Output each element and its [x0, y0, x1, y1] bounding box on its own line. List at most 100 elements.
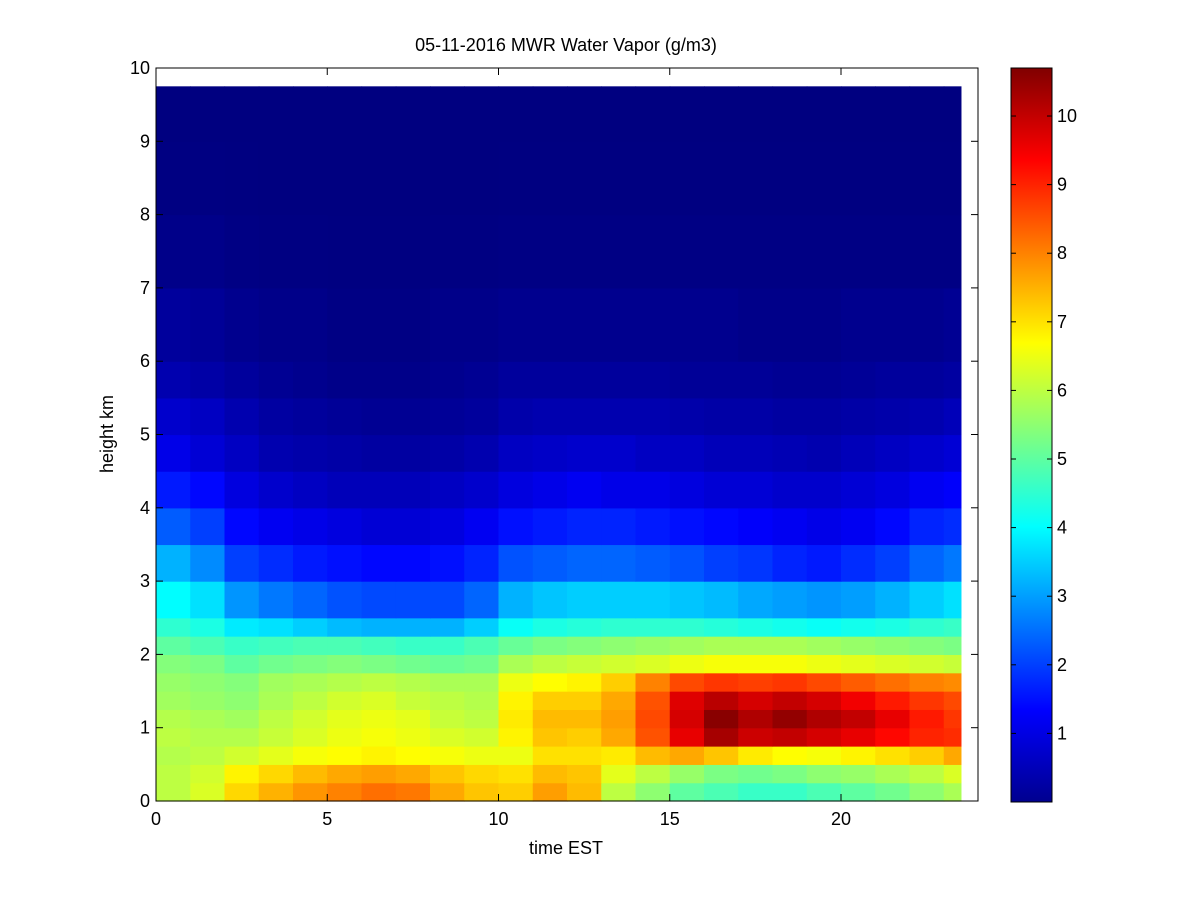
heatmap-cell	[738, 361, 774, 399]
heatmap-cell	[430, 361, 465, 399]
heatmap-cell	[704, 141, 739, 216]
heatmap-cell	[635, 654, 671, 674]
heatmap-cell	[224, 764, 260, 784]
heatmap-cell	[738, 507, 774, 546]
heatmap-cell	[327, 507, 363, 546]
heatmap-cell	[772, 507, 808, 546]
heatmap-cell	[532, 581, 568, 619]
heatmap-cell	[430, 782, 465, 802]
heatmap-cell	[875, 434, 911, 472]
heatmap-cell	[532, 764, 568, 784]
heatmap-cell	[361, 544, 397, 582]
y-tick-label: 5	[140, 425, 150, 445]
heatmap-cell	[567, 86, 602, 142]
heatmap-cell	[635, 141, 671, 216]
heatmap-cell	[601, 691, 637, 710]
heatmap-cell	[532, 672, 568, 692]
heatmap-cell	[601, 727, 637, 747]
colorbar-tick-label: 6	[1057, 380, 1067, 400]
heatmap-cell	[293, 544, 328, 582]
heatmap-cell	[293, 636, 328, 655]
heatmap-cell	[464, 581, 500, 619]
heatmap-cell	[156, 361, 191, 399]
heatmap-cell	[498, 672, 534, 692]
heatmap-cell	[601, 507, 637, 546]
heatmap-cell	[601, 636, 637, 655]
heatmap-cell	[875, 764, 911, 784]
heatmap-cell	[190, 141, 226, 216]
heatmap-cell	[909, 709, 945, 729]
heatmap-cell	[635, 709, 671, 729]
heatmap-cell	[669, 581, 705, 619]
heatmap-cell	[601, 361, 637, 399]
heatmap-cell	[909, 214, 945, 289]
heatmap-cell	[704, 214, 739, 289]
heatmap-cell	[258, 544, 294, 582]
heatmap-cell	[567, 397, 602, 436]
heatmap-cell	[841, 691, 876, 710]
heatmap-cell	[875, 214, 911, 289]
heatmap-cell	[635, 581, 671, 619]
heatmap-cell	[498, 86, 534, 142]
plot-area: 0 5 10 15 20 0 1 2 3 4 5 6 7 8 9 10	[130, 58, 979, 829]
heatmap-cell	[772, 709, 808, 729]
heatmap-cell	[498, 581, 534, 619]
heatmap-cell	[635, 617, 671, 637]
heatmap-cell	[772, 654, 808, 674]
heatmap-cell	[190, 617, 226, 637]
heatmap-cell	[395, 361, 431, 399]
heatmap-cell	[395, 764, 431, 784]
heatmap-cell	[669, 617, 705, 637]
heatmap-cell	[395, 397, 431, 436]
heatmap-cell	[498, 691, 534, 710]
heatmap-cell	[498, 709, 534, 729]
heatmap-cell	[327, 709, 363, 729]
heatmap-cell	[841, 507, 876, 546]
heatmap-cell	[156, 727, 191, 747]
heatmap-cell	[327, 764, 363, 784]
heatmap-cell	[224, 361, 260, 399]
heatmap-cell	[704, 691, 739, 710]
heatmap-cell	[361, 214, 397, 289]
heatmap-cell	[156, 782, 191, 802]
heatmap-cell	[806, 471, 842, 509]
x-axis-ticks: 0 5 10 15 20	[151, 68, 851, 829]
heatmap-cell	[704, 727, 739, 747]
heatmap-cells	[156, 86, 962, 802]
heatmap-cell	[704, 544, 739, 582]
heatmap-cell	[156, 691, 191, 710]
heatmap-cell	[806, 141, 842, 216]
heatmap-cell	[601, 141, 637, 216]
heatmap-cell	[293, 672, 328, 692]
heatmap-cell	[806, 287, 842, 362]
heatmap-cell	[806, 782, 842, 802]
heatmap-cell	[635, 471, 671, 509]
heatmap-cell	[909, 141, 945, 216]
heatmap-cell	[669, 471, 705, 509]
heatmap-cell	[156, 507, 191, 546]
y-tick-label: 1	[140, 718, 150, 738]
heatmap-cell	[909, 287, 945, 362]
heatmap-cell	[875, 782, 911, 802]
heatmap-cell	[464, 727, 500, 747]
heatmap-cell	[704, 782, 739, 802]
heatmap-cell	[498, 361, 534, 399]
heatmap-cell	[293, 746, 328, 765]
heatmap-cell	[669, 141, 705, 216]
heatmap-cell	[875, 507, 911, 546]
heatmap-cell	[875, 709, 911, 729]
heatmap-cell	[567, 782, 602, 802]
heatmap-cell	[190, 287, 226, 362]
heatmap-cell	[601, 782, 637, 802]
heatmap-cell	[156, 764, 191, 784]
heatmap-cell	[909, 544, 945, 582]
heatmap-cell	[875, 636, 911, 655]
heatmap-cell	[567, 141, 602, 216]
heatmap-cell	[464, 672, 500, 692]
heatmap-cell	[738, 617, 774, 637]
heatmap-cell	[601, 471, 637, 509]
heatmap-cell	[464, 507, 500, 546]
heatmap-cell	[224, 709, 260, 729]
heatmap-cell	[635, 214, 671, 289]
heatmap-cell	[669, 287, 705, 362]
